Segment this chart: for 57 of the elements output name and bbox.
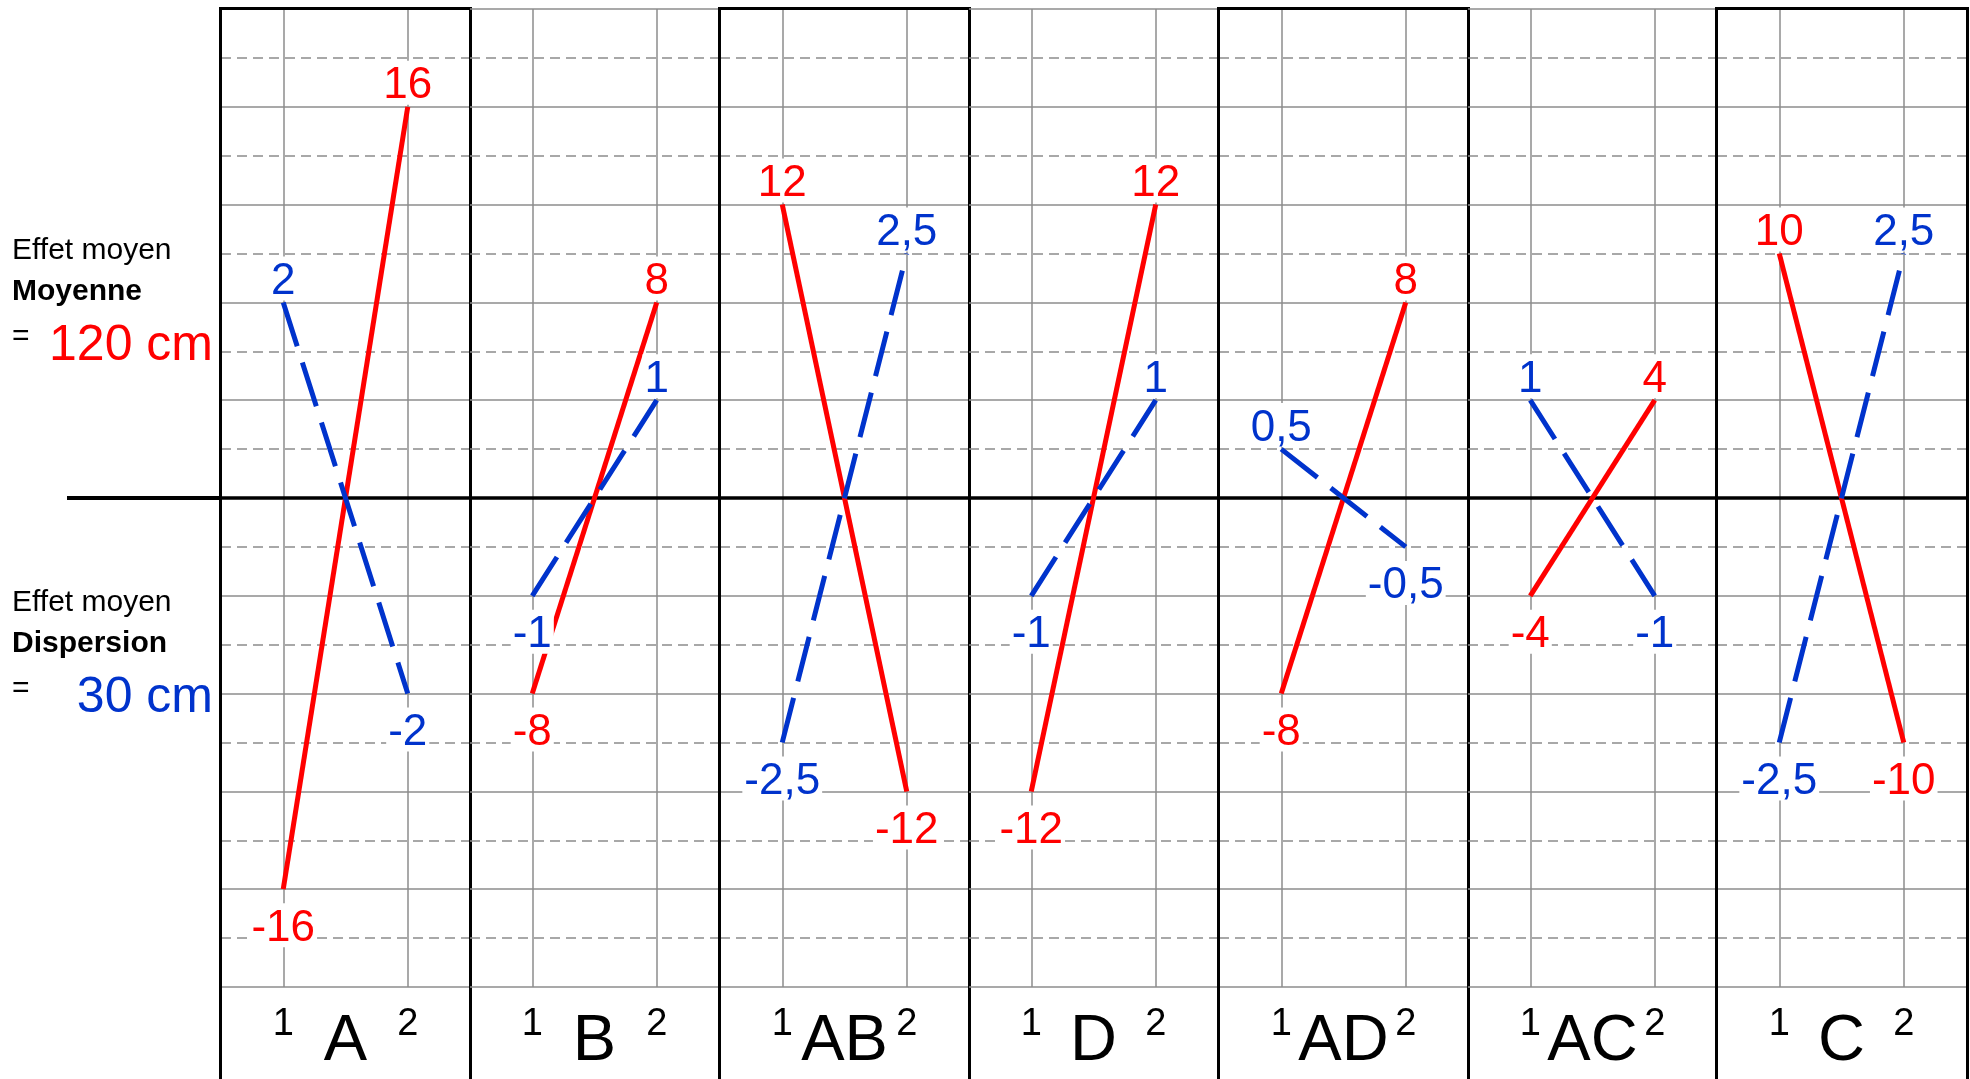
x-axis-title: D xyxy=(1070,1001,1118,1074)
data-label: -2,5 xyxy=(744,754,820,803)
data-label: 10 xyxy=(1755,205,1805,254)
text: Dispersion xyxy=(12,625,168,658)
text: = xyxy=(12,670,30,703)
x-tick-label: 2 xyxy=(397,1001,419,1043)
data-label: 1 xyxy=(1518,351,1543,401)
data-label: -0,5 xyxy=(1367,558,1444,608)
text: 120 cm xyxy=(49,315,213,371)
data-label: 8 xyxy=(1393,253,1418,303)
x-tick-label: 2 xyxy=(895,1001,918,1043)
data-label: -10 xyxy=(1872,754,1936,803)
x-axis-title: A xyxy=(323,1001,368,1074)
data-label: -8 xyxy=(513,705,553,755)
x-tick-label: 1 xyxy=(1769,1001,1791,1043)
x-tick-label: 1 xyxy=(1270,1001,1292,1043)
data-label: 1 xyxy=(644,351,670,401)
x-tick-label: 2 xyxy=(1644,1001,1666,1043)
x-axis-title: B xyxy=(573,1001,617,1074)
text: 30 cm xyxy=(76,667,213,723)
x-axis-title: C xyxy=(1818,1001,1866,1074)
data-label: 12 xyxy=(757,156,807,206)
x-axis-title: AD xyxy=(1297,1001,1389,1074)
text: Moyenne xyxy=(12,273,143,306)
data-label: 2 xyxy=(271,253,296,303)
data-label: -8 xyxy=(1261,705,1301,755)
data-label: -4 xyxy=(1510,607,1550,657)
x-tick-label: 1 xyxy=(1519,1001,1541,1043)
x-tick-label: 1 xyxy=(522,1001,544,1043)
data-label: 0,5 xyxy=(1250,400,1312,450)
text: Effet moyen xyxy=(12,232,172,265)
x-tick-label: 2 xyxy=(1145,1001,1167,1043)
text: = xyxy=(12,318,30,351)
data-label: 2,5 xyxy=(875,205,938,254)
x-axis-title: AB xyxy=(800,1001,888,1074)
x-tick-label: 1 xyxy=(272,1001,294,1043)
data-label: -1 xyxy=(513,607,553,657)
x-tick-label: 1 xyxy=(771,1001,793,1043)
text: Effet moyen xyxy=(12,584,172,617)
data-label: -2 xyxy=(388,705,428,755)
data-label: 12 xyxy=(1131,156,1181,206)
data-label: -1 xyxy=(1011,607,1051,657)
x-tick-label: 2 xyxy=(1394,1001,1416,1043)
x-axis-title: AC xyxy=(1547,1001,1638,1074)
data-label: 16 xyxy=(383,58,433,108)
data-label: -2,5 xyxy=(1741,754,1818,803)
data-label: -16 xyxy=(251,900,316,950)
x-tick-label: 1 xyxy=(1020,1001,1043,1043)
data-label: 1 xyxy=(1143,351,1169,401)
data-label: -1 xyxy=(1635,607,1675,657)
data-label: 2,5 xyxy=(1873,205,1935,254)
data-label: 8 xyxy=(644,253,670,303)
data-label: 4 xyxy=(1642,351,1667,401)
x-tick-label: 2 xyxy=(646,1001,668,1043)
data-label: -12 xyxy=(999,802,1064,852)
x-tick-label: 2 xyxy=(1893,1001,1915,1043)
data-label: -12 xyxy=(874,802,939,852)
